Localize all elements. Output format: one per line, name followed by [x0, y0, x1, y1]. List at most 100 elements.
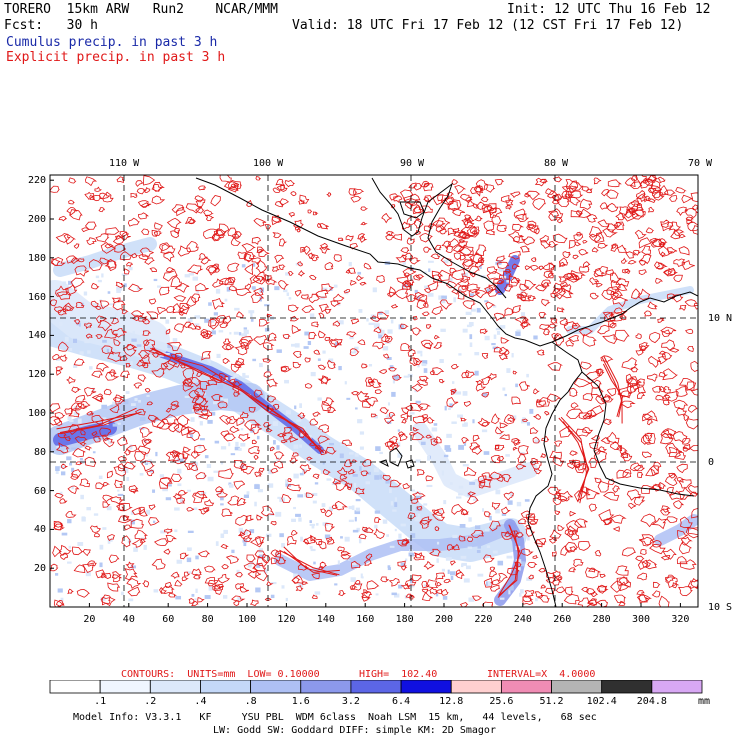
- precip-contour: [305, 492, 315, 499]
- x-tick-label: 280: [592, 614, 611, 625]
- cumulus-speck: [256, 435, 260, 440]
- cumulus-speck: [421, 363, 427, 367]
- precip-contour: [71, 469, 83, 478]
- precip-contour: [382, 353, 390, 359]
- precip-contour: [419, 232, 433, 243]
- precip-contour: [248, 446, 260, 455]
- cumulus-speck: [234, 387, 240, 393]
- precip-contour: [528, 574, 535, 580]
- cumulus-speck: [526, 373, 529, 378]
- precip-contour: [171, 450, 182, 458]
- colorbar-label: 6.4: [392, 696, 411, 707]
- precip-contour: [119, 251, 133, 261]
- cumulus-speck: [373, 323, 380, 328]
- precip-contour: [266, 406, 275, 413]
- precip-contour: [439, 379, 445, 384]
- precip-contour: [60, 411, 142, 435]
- precip-contour: [475, 383, 487, 392]
- precip-contour: [121, 535, 132, 548]
- precip-contour: [231, 233, 241, 239]
- cumulus-speck: [373, 415, 378, 419]
- precip-contour: [635, 333, 642, 340]
- cumulus-speck: [361, 576, 364, 579]
- precip-contour: [50, 299, 58, 307]
- cumulus-speck: [337, 560, 340, 565]
- cumulus-speck: [276, 457, 280, 462]
- precip-contour: [79, 441, 87, 447]
- precip-contour: [597, 219, 610, 228]
- cumulus-speck: [121, 273, 128, 276]
- precip-contour: [313, 538, 323, 546]
- precip-contour: [430, 438, 439, 446]
- precip-contour: [674, 452, 687, 460]
- cumulus-speck: [526, 577, 533, 581]
- precip-contour: [408, 257, 421, 265]
- cumulus-speck: [281, 585, 285, 589]
- cumulus-speck: [273, 440, 276, 445]
- precip-contour: [673, 274, 683, 283]
- cumulus-speck: [423, 503, 428, 506]
- cumulus-speck: [452, 534, 458, 538]
- precip-contour: [630, 199, 642, 208]
- precip-contour: [193, 445, 208, 454]
- precip-contour: [429, 587, 438, 595]
- cumulus-speck: [498, 268, 505, 272]
- colorbar-label: 25.6: [489, 696, 514, 707]
- precip-contour: [134, 408, 146, 416]
- precip-contour: [318, 303, 330, 313]
- cumulus-speck: [316, 523, 319, 526]
- precip-contour: [532, 555, 539, 559]
- precip-contour: [362, 400, 372, 408]
- precip-contour: [662, 399, 670, 406]
- precip-contour: [165, 305, 176, 313]
- precip-contour: [320, 449, 328, 456]
- precip-contour: [258, 318, 270, 327]
- precip-contour: [522, 236, 536, 246]
- precip-contour: [612, 526, 621, 532]
- precip-contour: [240, 585, 250, 593]
- precip-contour: [643, 310, 653, 317]
- cumulus-speck: [392, 509, 397, 512]
- precip-contour: [324, 509, 333, 518]
- precip-contour: [686, 381, 695, 391]
- precip-contour: [179, 364, 186, 369]
- precip-contour: [588, 233, 602, 243]
- precip-contour: [123, 461, 136, 470]
- precip-contour: [295, 585, 304, 592]
- precip-contour: [64, 436, 71, 441]
- cumulus-speck: [463, 578, 470, 583]
- precip-contour: [660, 219, 670, 228]
- cumulus-speck: [445, 557, 452, 561]
- precip-contour: [431, 306, 443, 315]
- precip-contour: [425, 434, 433, 439]
- precip-contour: [479, 479, 492, 488]
- precip-contour: [255, 570, 268, 582]
- cumulus-speck: [519, 561, 525, 567]
- precip-contour: [624, 177, 636, 188]
- cumulus-speck: [211, 330, 216, 335]
- precip-contour: [549, 529, 562, 539]
- precip-contour: [350, 195, 362, 203]
- precip-contour: [451, 504, 465, 515]
- precip-contour: [404, 577, 417, 587]
- precip-contour: [450, 390, 456, 396]
- precip-contour: [602, 334, 618, 344]
- cumulus-speck: [340, 442, 345, 446]
- precip-contour: [685, 216, 694, 222]
- cumulus-speck: [130, 519, 135, 525]
- precip-contour: [610, 290, 623, 301]
- cumulus-speck: [172, 450, 178, 454]
- precip-contour: [517, 518, 527, 525]
- cumulus-speck: [476, 307, 481, 313]
- cumulus-speck: [517, 294, 523, 298]
- precip-contour: [449, 267, 458, 274]
- precip-contour: [275, 550, 282, 558]
- precip-contour: [258, 467, 265, 473]
- cumulus-speck: [264, 304, 270, 307]
- precip-contour: [470, 530, 484, 538]
- precip-contour: [615, 565, 629, 576]
- cumulus-speck: [391, 391, 396, 397]
- precip-contour: [514, 561, 522, 568]
- precip-contour: [589, 441, 599, 450]
- precip-contour: [409, 431, 416, 436]
